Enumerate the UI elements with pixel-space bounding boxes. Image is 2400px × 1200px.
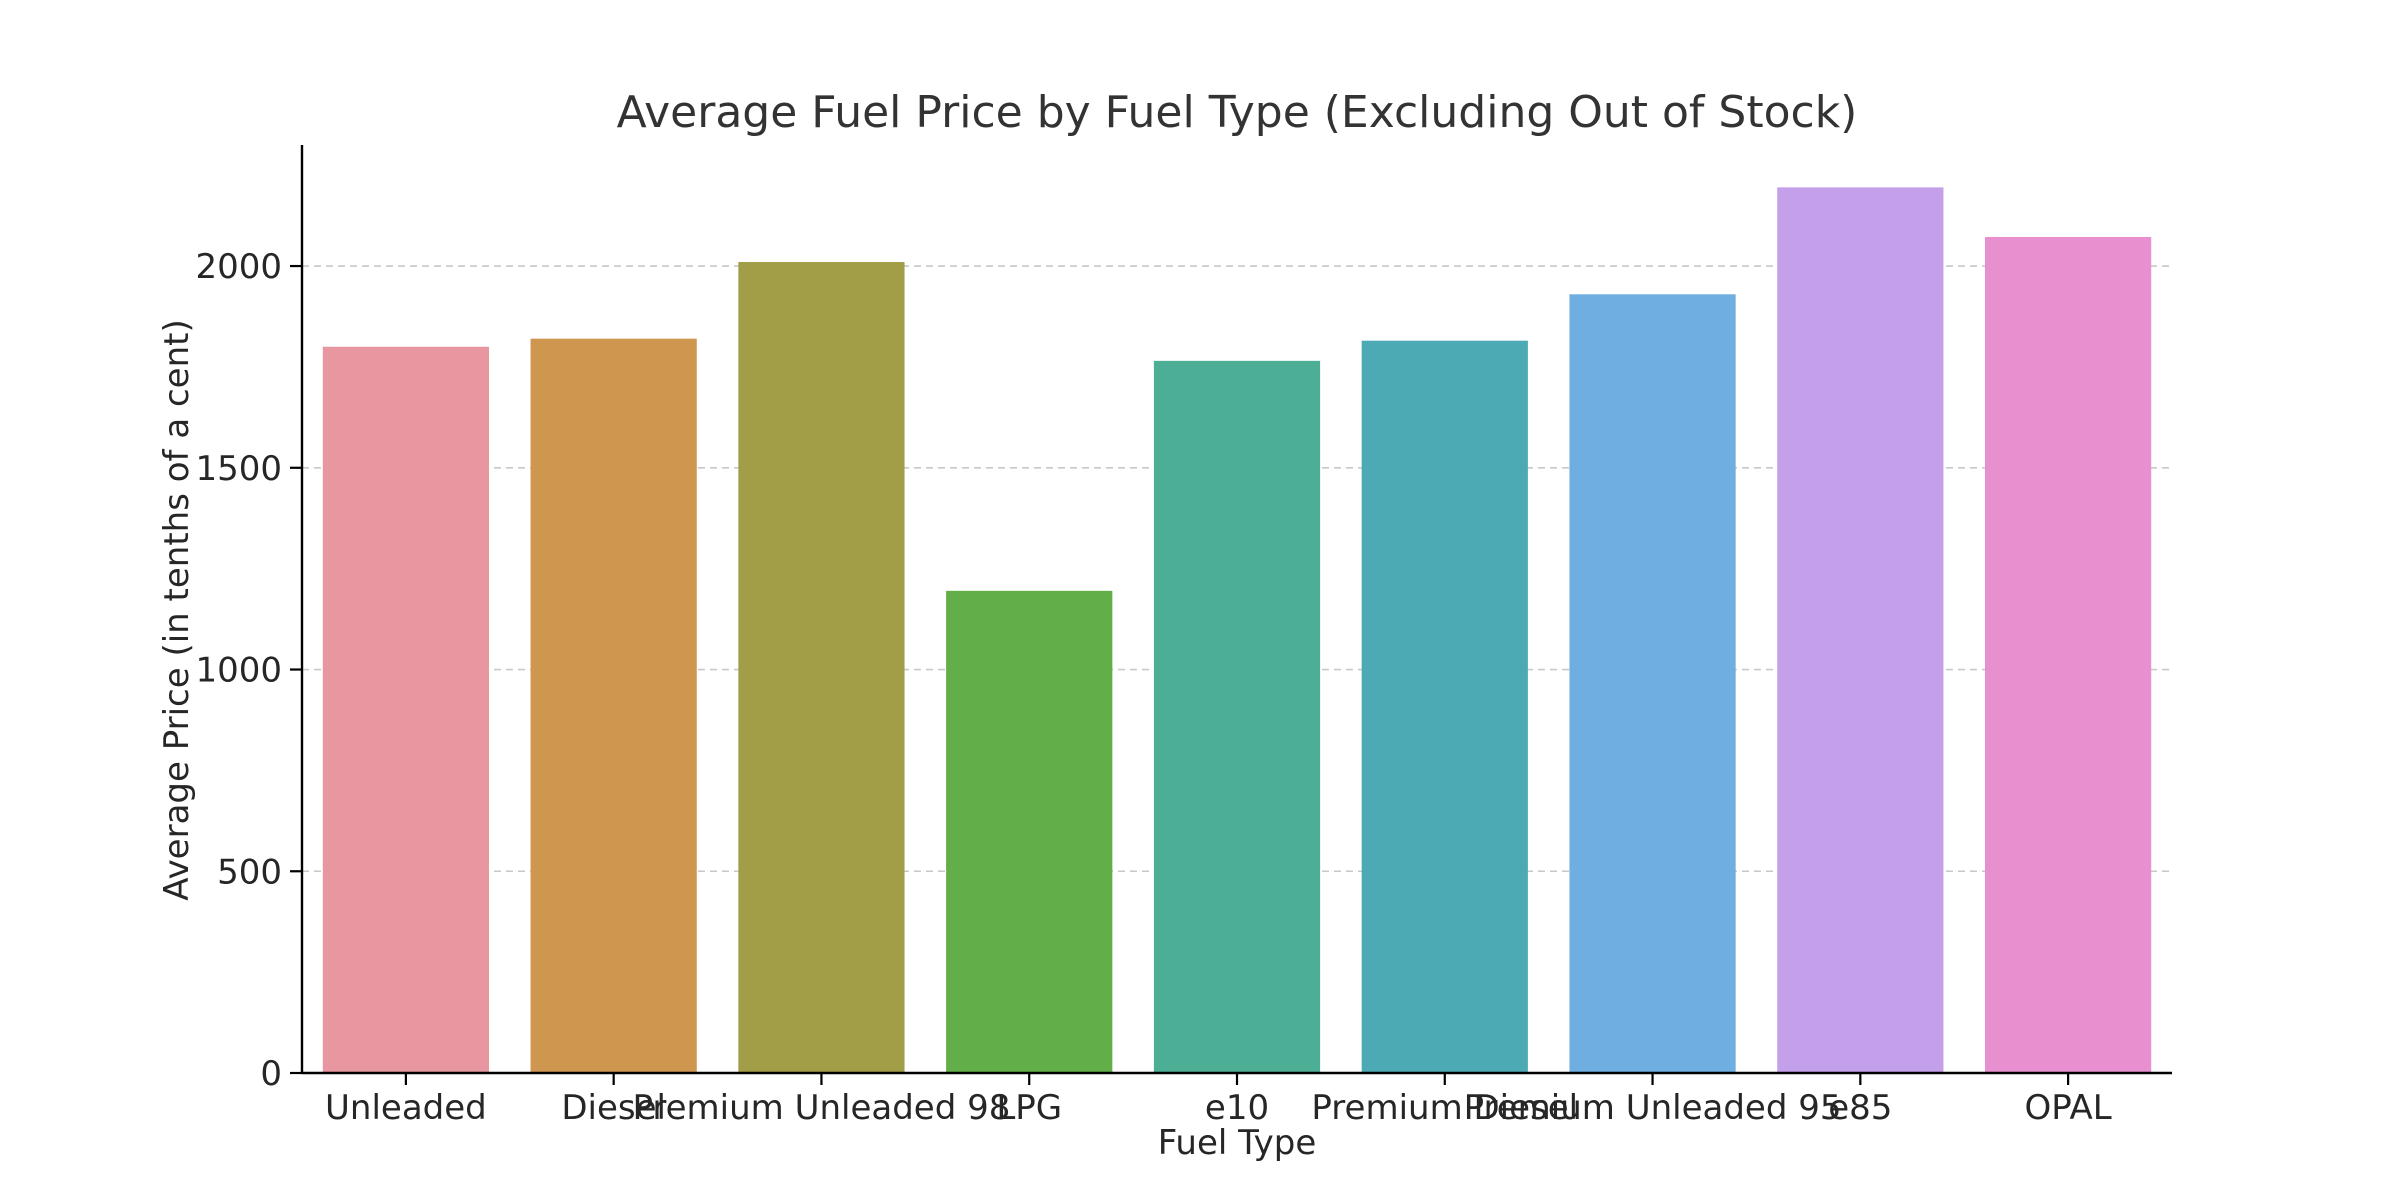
chart-title: Average Fuel Price by Fuel Type (Excludi… xyxy=(617,87,1858,138)
x-tick-label: LPG xyxy=(996,1088,1062,1128)
bar xyxy=(1153,360,1321,1074)
y-ticks: 0 500 1000 1500 2000 xyxy=(195,247,302,1094)
y-tick-label: 1000 xyxy=(195,651,282,691)
bar xyxy=(530,338,697,1073)
x-tick-label: e10 xyxy=(1205,1088,1269,1128)
x-tick-label: Premium Unleaded 95 xyxy=(1464,1088,1842,1128)
y-tick-label: 0 xyxy=(260,1054,282,1094)
x-axis-label: Fuel Type xyxy=(1158,1123,1317,1163)
y-tick-label: 1500 xyxy=(195,449,282,489)
y-tick-label: 500 xyxy=(217,852,282,892)
x-tick-label: Premium Diesel xyxy=(1311,1088,1578,1128)
bar xyxy=(738,262,905,1074)
x-tick-label: Unleaded xyxy=(325,1088,487,1128)
bar xyxy=(1569,294,1736,1073)
x-tick-label: e85 xyxy=(1828,1088,1892,1128)
x-tick-label: OPAL xyxy=(2024,1088,2111,1128)
bar xyxy=(946,590,1113,1073)
x-tick-label: Premium Unleaded 98 xyxy=(632,1088,1010,1128)
y-tick-label: 2000 xyxy=(195,247,282,287)
x-tick-label: Diesel xyxy=(561,1088,666,1128)
bar xyxy=(1985,236,2152,1073)
bar xyxy=(322,346,489,1073)
bar xyxy=(1361,340,1528,1073)
bar xyxy=(1777,187,1944,1073)
y-axis-label: Average Price (in tenths of a cent) xyxy=(157,319,197,900)
bars xyxy=(322,187,2152,1074)
